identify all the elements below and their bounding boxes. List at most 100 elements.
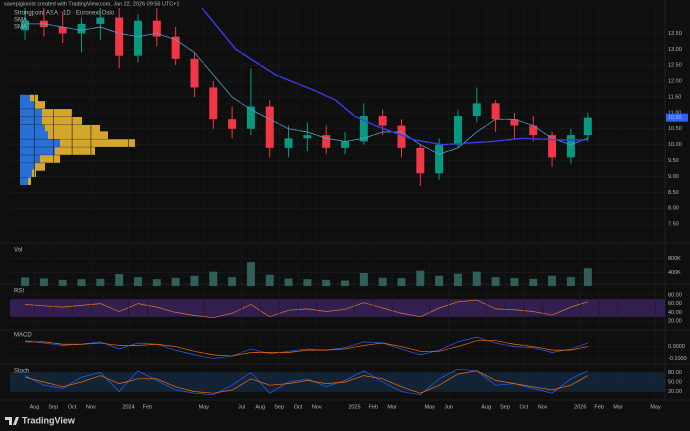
x-tick-label: Feb bbox=[369, 404, 378, 410]
last-price-label: 10.85 bbox=[668, 115, 682, 121]
x-tick-label: Aug bbox=[481, 404, 491, 410]
volume-bar bbox=[58, 279, 67, 286]
pane-title: RSI bbox=[14, 289, 24, 295]
y-tick-label: 10.50 bbox=[668, 126, 682, 132]
volume-bar bbox=[21, 277, 30, 286]
legend-entry: SMA bbox=[14, 18, 27, 24]
volume-profile-down bbox=[45, 124, 100, 133]
volume-profile-down bbox=[32, 169, 36, 178]
volume-bar bbox=[566, 277, 575, 286]
volume-bar bbox=[303, 279, 312, 286]
volume-bar bbox=[190, 275, 199, 286]
volume-bar bbox=[472, 271, 481, 286]
x-tick-label: Oct bbox=[68, 404, 77, 410]
volume-bar bbox=[491, 277, 500, 286]
volume-profile-down bbox=[42, 109, 72, 117]
y-tick-label: 20.00 bbox=[668, 389, 682, 395]
volume-bar bbox=[171, 277, 180, 286]
pane bbox=[10, 299, 665, 319]
volume-bar bbox=[39, 278, 48, 286]
volume-profile-up bbox=[20, 163, 35, 171]
y-tick-label: 80.00 bbox=[668, 292, 682, 298]
y-tick-label: 11.00 bbox=[668, 110, 681, 116]
candle-body bbox=[416, 147, 425, 174]
volume-profile-up bbox=[20, 101, 35, 109]
last-price-badge bbox=[666, 113, 688, 122]
y-tick-label: 80.00 bbox=[668, 370, 682, 376]
candle-body bbox=[228, 119, 237, 129]
y-tick-label: 12.00 bbox=[668, 79, 682, 85]
x-tick-label: Sep bbox=[500, 404, 510, 410]
y-tick-label: 11.50 bbox=[668, 94, 681, 100]
candle-body bbox=[265, 106, 274, 148]
x-tick-label: 2025 bbox=[348, 404, 360, 410]
candle-body bbox=[58, 27, 67, 34]
logo bbox=[5, 417, 19, 425]
y-tick-label: 10.00 bbox=[668, 142, 682, 148]
y-tick-label: 9.50 bbox=[668, 158, 679, 164]
candle-body bbox=[190, 58, 199, 88]
x-tick-label: Nov bbox=[86, 404, 96, 410]
volume-profile-up bbox=[20, 131, 48, 139]
volume-bar bbox=[416, 270, 425, 286]
volume-bar bbox=[453, 273, 462, 286]
volume-bar bbox=[133, 277, 142, 286]
legend-entry: SMA bbox=[14, 25, 27, 31]
indicator-line bbox=[25, 336, 588, 359]
x-tick-label: Mar bbox=[387, 404, 397, 410]
y-tick-label: 7.50 bbox=[668, 222, 679, 228]
candle-body bbox=[115, 17, 124, 56]
candle-body bbox=[529, 125, 538, 136]
pane-title: Vol bbox=[14, 248, 22, 254]
x-tick-label: May bbox=[199, 404, 210, 410]
volume-bar bbox=[378, 277, 387, 286]
x-tick-label: 2024 bbox=[122, 404, 134, 410]
y-tick-label: -0.1000 bbox=[668, 356, 687, 362]
y-tick-label: 8.50 bbox=[668, 190, 679, 196]
volume-bar bbox=[359, 273, 368, 286]
y-tick-label: 400K bbox=[668, 270, 681, 276]
volume-bar bbox=[284, 278, 293, 286]
indicator-line bbox=[25, 340, 588, 357]
x-tick-label: Oct bbox=[294, 404, 303, 410]
y-tick-label: 8.00 bbox=[668, 206, 679, 212]
y-tick-label: 40.00 bbox=[668, 310, 682, 316]
x-tick-label: Aug bbox=[255, 404, 265, 410]
candle-body bbox=[284, 138, 293, 148]
candle-body bbox=[209, 87, 218, 120]
volume-bar bbox=[583, 268, 592, 286]
y-tick-label: 0.0000 bbox=[668, 344, 685, 350]
candle-body bbox=[322, 135, 331, 148]
pane-title: Stoch bbox=[14, 369, 29, 375]
candle-body bbox=[171, 36, 180, 59]
candle-body bbox=[510, 119, 519, 126]
candle-body bbox=[359, 116, 368, 142]
volume-profile-up bbox=[20, 94, 30, 103]
indicator-line bbox=[25, 299, 588, 319]
x-tick-label: Aug bbox=[30, 404, 40, 410]
volume-profile-up bbox=[20, 169, 32, 178]
pane bbox=[21, 262, 592, 286]
candle-body bbox=[341, 141, 350, 148]
volume-bar bbox=[341, 280, 350, 286]
candle-body bbox=[472, 103, 481, 117]
y-tick-label: 60.00 bbox=[668, 301, 682, 307]
y-tick-label: 12.50 bbox=[668, 63, 682, 69]
candle-body bbox=[303, 135, 312, 139]
volume-bar bbox=[529, 278, 538, 286]
x-tick-label: Sep bbox=[48, 404, 58, 410]
volume-profile-down bbox=[30, 94, 38, 103]
pane bbox=[20, 8, 592, 186]
volume-profile-up bbox=[20, 155, 40, 163]
x-tick-label: Oct bbox=[520, 404, 529, 410]
x-tick-label: Jun bbox=[444, 404, 453, 410]
indicator-band bbox=[10, 372, 665, 392]
volume-profile-down bbox=[48, 131, 108, 139]
volume-profile-up bbox=[20, 139, 60, 147]
x-tick-label: Sep bbox=[274, 404, 284, 410]
overlay-line bbox=[25, 23, 588, 155]
y-tick-label: 800K bbox=[668, 256, 681, 262]
volume-bar bbox=[397, 278, 406, 286]
x-tick-label: May bbox=[650, 404, 661, 410]
